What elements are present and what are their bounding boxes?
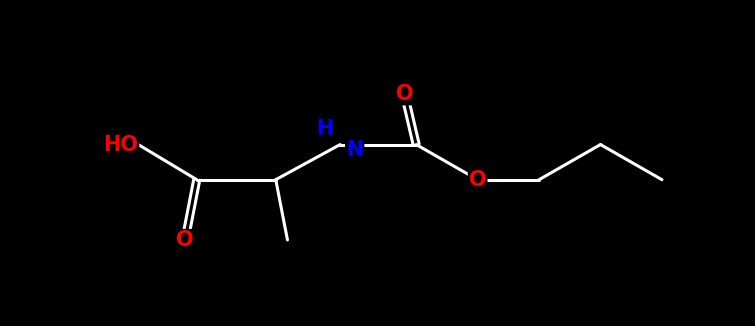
Text: H: H xyxy=(316,120,333,140)
Text: HO: HO xyxy=(103,135,138,155)
Text: O: O xyxy=(469,170,486,190)
Text: O: O xyxy=(176,230,194,250)
Text: O: O xyxy=(396,84,413,104)
Text: N: N xyxy=(346,140,363,159)
